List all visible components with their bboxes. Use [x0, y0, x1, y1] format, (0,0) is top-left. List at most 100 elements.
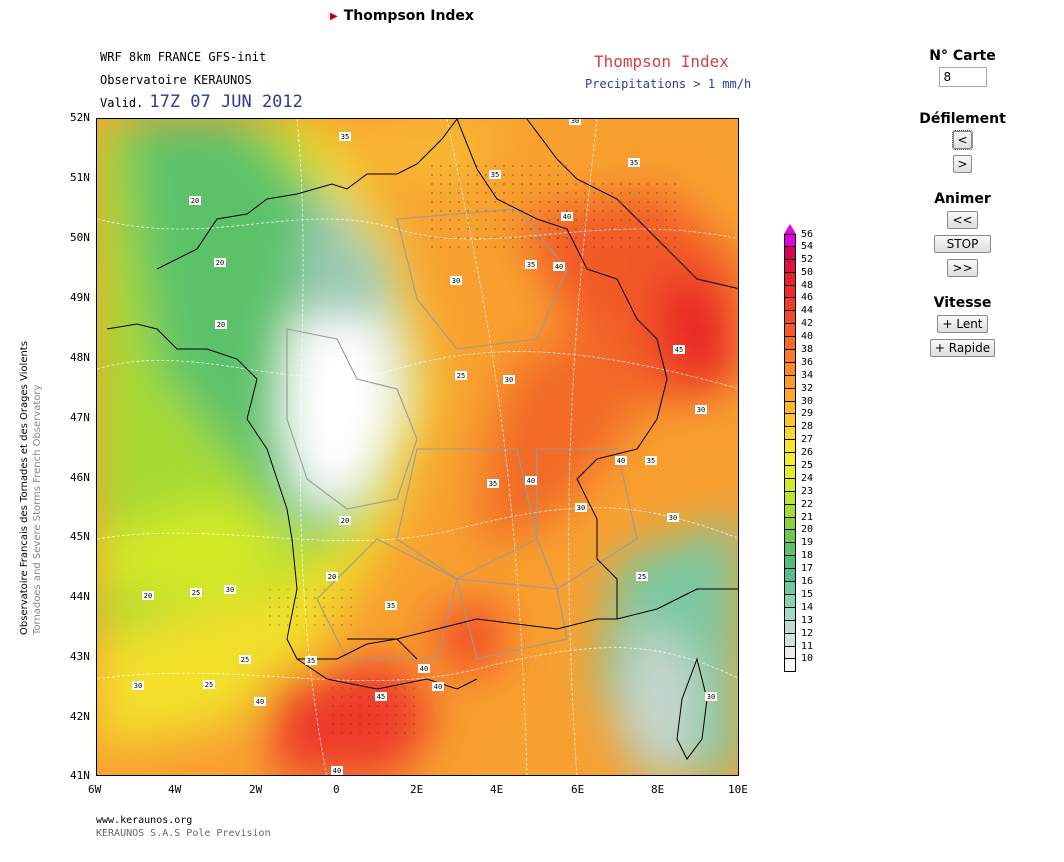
colorbar-label: 23	[801, 485, 814, 497]
colorbar-cell: 46	[784, 292, 813, 312]
rewind-button[interactable]: <<	[947, 211, 978, 229]
colorbar: 56 54 52 50 48 46 44 42 40 38 36 34 32 30 29 28 27 26 25 24…	[784, 229, 813, 683]
colorbar-cell: 11	[784, 641, 813, 660]
colorbar-label: 26	[801, 447, 814, 459]
lon-label: 8E	[651, 783, 665, 796]
colorbar-cell: 13	[784, 615, 813, 634]
colorbar-label: 44	[801, 305, 814, 317]
colorbar-cell: 18	[784, 550, 813, 570]
lon-label: 2E	[410, 783, 424, 796]
contour-label: 20	[216, 259, 224, 267]
model-label: WRF 8km FRANCE GFS-init	[100, 50, 267, 64]
colorbar-label: 15	[801, 588, 814, 600]
colorbar-cell: 22	[784, 499, 813, 518]
colorbar-label: 36	[801, 356, 814, 368]
previous-map-button[interactable]: <	[952, 130, 973, 150]
contour-label: 25	[205, 681, 213, 689]
contour-label: 30	[452, 277, 460, 285]
colorbar-label: 32	[801, 382, 814, 394]
stop-button[interactable]: STOP	[933, 235, 992, 253]
colorbar-label: 24	[801, 472, 814, 484]
triangle-marker-icon: ▶	[330, 11, 338, 22]
forecast-map-image: 35 35 35 30 40 35 40 20 20 20 30 25 30 4…	[97, 119, 738, 775]
contour-label: 20	[328, 573, 336, 581]
forward-button[interactable]: >>	[947, 259, 978, 277]
colorbar-label: 46	[801, 292, 814, 304]
colorbar-label: 28	[801, 421, 814, 433]
colorbar-label: 27	[801, 434, 814, 446]
next-map-button[interactable]: >	[953, 155, 972, 173]
colorbar-label: 30	[801, 395, 814, 407]
contour-label: 35	[489, 480, 497, 488]
colorbar-cell: 15	[784, 589, 813, 608]
colorbar-label: 42	[801, 318, 814, 330]
colorbar-cell: 12	[784, 628, 813, 647]
page-title: ▶ Thompson Index	[330, 8, 474, 24]
colorbar-cell: 17	[784, 563, 813, 583]
lat-label: 45N	[70, 530, 90, 543]
contour-label: 20	[341, 517, 349, 525]
footer-company: KERAUNOS S.A.S Pole Prevision	[96, 828, 271, 839]
lon-label: 0	[333, 783, 340, 796]
colorbar-cell: 19	[784, 537, 813, 557]
contour-label: 40	[333, 767, 341, 775]
colorbar-label: 17	[801, 563, 814, 575]
colorbar-label: 11	[801, 640, 814, 652]
colorbar-cell: 32	[784, 383, 813, 402]
animate-heading: Animer	[934, 191, 991, 207]
lat-label: 47N	[70, 411, 90, 424]
side-credit: Observatoire Francais des Tornades et de…	[19, 341, 43, 635]
lat-label: 48N	[70, 351, 90, 364]
colorbar-cell: 20	[784, 524, 813, 544]
lon-label: 6W	[88, 783, 102, 796]
contour-label: 45	[377, 693, 385, 701]
lon-label: 4E	[490, 783, 504, 796]
colorbar-cell: 54	[784, 241, 813, 260]
contour-label: 20	[191, 197, 199, 205]
contour-label: 30	[505, 376, 513, 384]
lat-label: 49N	[70, 291, 90, 304]
colorbar-label: 34	[801, 369, 814, 381]
contour-label: 30	[669, 514, 677, 522]
contour-label: 35	[491, 171, 499, 179]
colorbar-label: 38	[801, 344, 814, 356]
lon-label: 2W	[249, 783, 263, 796]
valid-date: 17Z 07 JUN 2012	[149, 92, 303, 112]
colorbar-label: 52	[801, 253, 814, 265]
contour-label: 40	[555, 263, 563, 271]
colorbar-cell: 48	[784, 280, 813, 299]
contour-label: 30	[577, 504, 585, 512]
colorbar-cell: 14	[784, 602, 813, 621]
lat-label: 46N	[70, 471, 90, 484]
contour-label: 35	[527, 261, 535, 269]
colorbar-label: 18	[801, 550, 814, 562]
colorbar-cell: 44	[784, 305, 813, 325]
colorbar-cell: 40	[784, 331, 813, 351]
colorbar-label: 21	[801, 511, 814, 523]
colorbar-cell: 30	[784, 396, 813, 415]
colorbar-label: 16	[801, 576, 814, 588]
contour-label: 40	[434, 683, 442, 691]
lon-label: 4W	[168, 783, 182, 796]
faster-button[interactable]: + Rapide	[929, 339, 996, 357]
colorbar-cell: 56	[784, 229, 813, 247]
colorbar-label: 29	[801, 408, 814, 420]
slower-button[interactable]: + Lent	[937, 315, 988, 333]
colorbar-cell: 10	[784, 653, 813, 673]
control-panel: N° Carte Défilement < > Animer << STOP >…	[915, 48, 1010, 357]
speed-heading: Vitesse	[933, 295, 992, 311]
colorbar-label: 20	[801, 524, 814, 536]
colorbar-cell: 23	[784, 486, 813, 505]
colorbar-cell: 24	[784, 473, 813, 492]
map-title: Thompson Index	[594, 52, 729, 71]
colorbar-cell: 26	[784, 447, 813, 467]
lon-label: 6E	[571, 783, 585, 796]
contour-label: 40	[617, 457, 625, 465]
lat-label: 43N	[70, 650, 90, 663]
colorbar-label: 54	[801, 240, 814, 252]
colorbar-cell: 27	[784, 434, 813, 454]
contour-label: 20	[144, 592, 152, 600]
map-number-input[interactable]	[938, 67, 987, 87]
lat-label: 42N	[70, 710, 90, 723]
contour-label: 30	[571, 119, 579, 125]
